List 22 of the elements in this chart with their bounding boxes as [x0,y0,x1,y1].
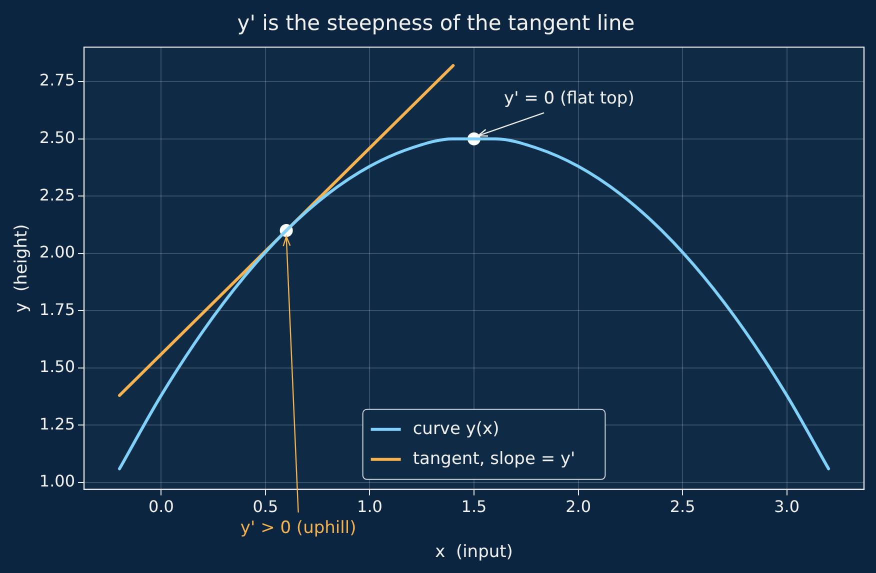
y-tick-label: 1.75 [39,300,76,319]
legend-label: curve y(x) [412,418,500,439]
chart-title: y' is the steepness of the tangent line [237,11,635,36]
y-tick-label: 1.25 [39,414,76,434]
y-tick-label: 2.50 [39,128,76,148]
y-tick-label: 2.25 [39,185,76,204]
annotation: y' = 0 (flat top) [504,88,634,108]
legend-label: tangent, slope = y' [412,448,576,469]
x-tick-label: 2.5 [670,497,696,516]
x-tick-label: 2.0 [566,497,592,516]
x-tick-label: 0.5 [252,497,278,516]
y-tick-label: 2.00 [39,242,76,262]
y-axis-title: y (height) [12,224,32,312]
x-axis-title: x (input) [435,542,513,562]
x-tick-label: 1.5 [461,497,487,516]
y-tick-label: 2.75 [39,70,76,90]
x-tick-label: 1.0 [357,497,382,516]
y-tick-label: 1.00 [39,472,76,491]
annotation: y' > 0 (uphill) [240,518,356,538]
x-tick-label: 3.0 [774,497,800,516]
y-tick-label: 1.50 [39,357,76,376]
x-tick-label: 0.0 [148,497,174,516]
